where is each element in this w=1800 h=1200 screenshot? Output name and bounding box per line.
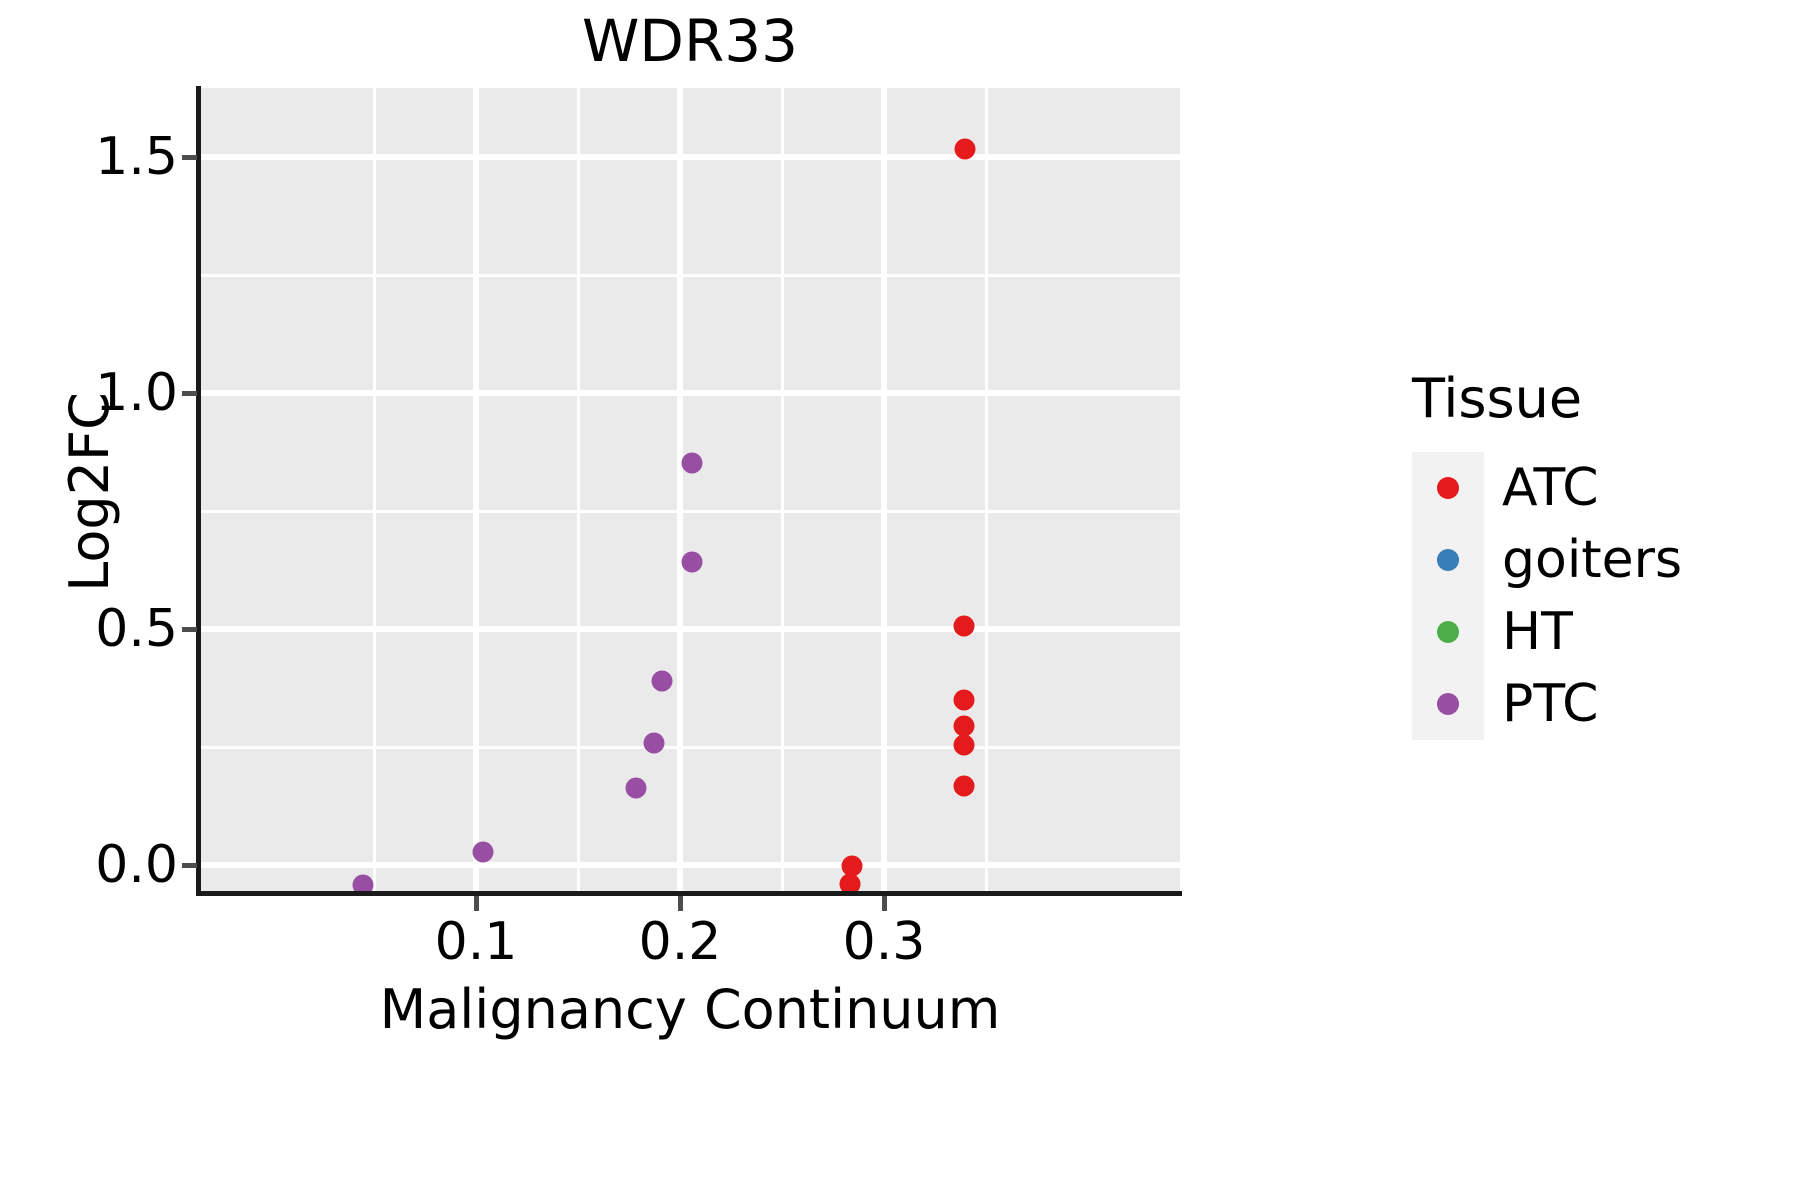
y-tick-mark <box>182 154 197 160</box>
gridline-minor-vertical <box>780 88 784 891</box>
data-point-atc <box>953 689 975 711</box>
x-tick-label: 0.1 <box>434 912 518 972</box>
y-tick-label: 1.0 <box>95 363 178 423</box>
data-point-ptc <box>625 777 647 799</box>
gridline-major-vertical <box>881 88 887 891</box>
y-tick-label: 0.0 <box>95 835 178 895</box>
data-point-atc <box>953 775 975 797</box>
legend-swatch-icon <box>1412 596 1484 668</box>
legend-item-goiters[interactable]: goiters <box>1412 524 1792 596</box>
x-tick-mark <box>677 896 683 911</box>
data-point-atc <box>953 734 975 756</box>
gridline-minor-horizontal <box>200 745 1180 749</box>
gridline-minor-vertical <box>984 88 988 891</box>
legend-dot-icon <box>1437 549 1459 571</box>
gridline-minor-vertical <box>576 88 580 891</box>
x-axis-title: Malignancy Continuum <box>379 978 1001 1041</box>
y-tick-label: 1.5 <box>95 127 178 187</box>
x-tick-label: 0.2 <box>638 912 722 972</box>
data-point-ptc <box>352 874 374 891</box>
x-tick-mark <box>473 896 479 911</box>
gridline-major-vertical <box>677 88 683 891</box>
data-point-ptc <box>472 841 494 863</box>
legend-title: Tissue <box>1412 367 1583 430</box>
legend-item-label: ATC <box>1502 458 1599 518</box>
data-point-atc <box>953 615 975 637</box>
data-point-ptc <box>651 670 673 692</box>
y-tick-mark <box>182 390 197 396</box>
legend-dot-icon <box>1437 693 1459 715</box>
y-axis-title: Log2FC <box>58 392 121 592</box>
gridline-major-horizontal <box>200 390 1180 396</box>
x-axis-line <box>196 891 1182 896</box>
legend-swatch-icon <box>1412 668 1484 740</box>
legend-item-label: PTC <box>1502 674 1599 734</box>
gridline-major-horizontal <box>200 626 1180 632</box>
y-tick-label: 0.5 <box>95 599 178 659</box>
legend-key-background <box>1412 452 1484 740</box>
legend-items: ATC goiters HT PTC <box>1412 452 1792 740</box>
y-tick-mark <box>182 862 197 868</box>
legend-item-ptc[interactable]: PTC <box>1412 668 1792 740</box>
gridline-major-horizontal <box>200 862 1180 868</box>
plot-panel <box>200 88 1180 891</box>
legend-item-label: goiters <box>1502 530 1683 590</box>
page-title: WDR33 <box>581 7 799 75</box>
legend-item-atc[interactable]: ATC <box>1412 452 1792 524</box>
data-point-atc <box>954 138 976 159</box>
y-tick-mark <box>182 626 197 632</box>
data-point-atc <box>839 873 861 891</box>
x-tick-label: 0.3 <box>842 912 926 972</box>
legend-swatch-icon <box>1412 524 1484 596</box>
legend: Tissue ATC goiters HT PTC <box>1412 368 1792 740</box>
gridline-minor-horizontal <box>200 509 1180 513</box>
data-point-atc <box>841 855 863 877</box>
gridline-minor-horizontal <box>200 273 1180 277</box>
data-point-atc <box>953 715 975 737</box>
data-point-ptc <box>643 732 665 754</box>
legend-dot-icon <box>1437 477 1459 499</box>
legend-dot-icon <box>1437 621 1459 643</box>
gridline-major-horizontal <box>200 154 1180 160</box>
y-axis-line <box>196 86 201 895</box>
data-point-ptc <box>681 452 703 474</box>
legend-item-ht[interactable]: HT <box>1412 596 1792 668</box>
gridline-minor-vertical <box>372 88 376 891</box>
data-point-ptc <box>681 551 703 573</box>
x-tick-mark <box>881 896 887 911</box>
legend-item-label: HT <box>1502 602 1573 662</box>
gridline-major-vertical <box>473 88 479 891</box>
legend-swatch-icon <box>1412 452 1484 524</box>
